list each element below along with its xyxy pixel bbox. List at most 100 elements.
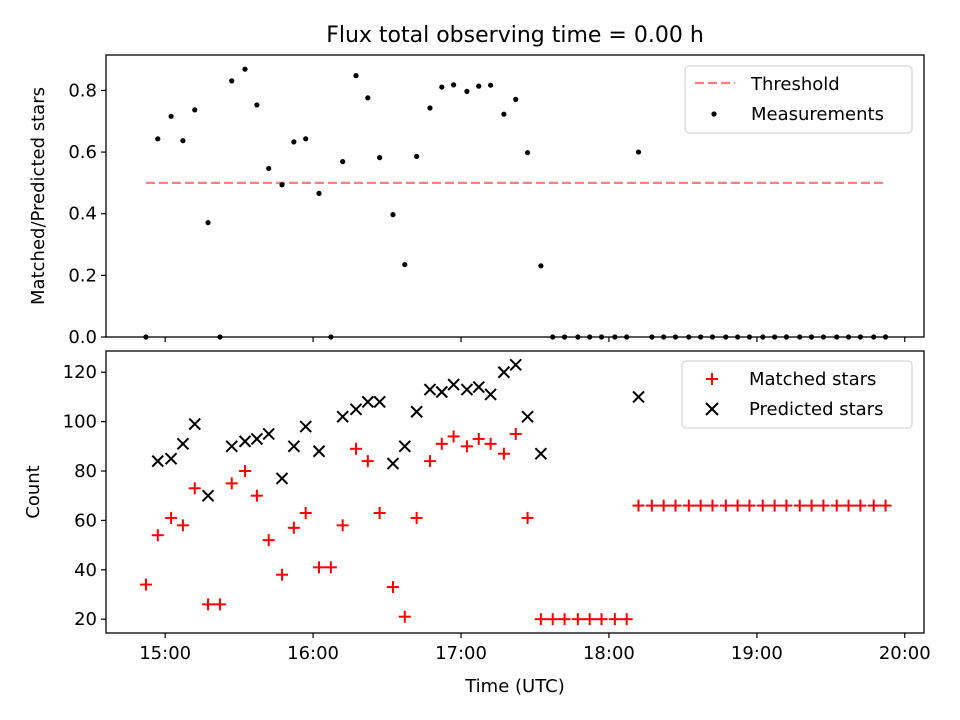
matched-star-point — [595, 613, 608, 626]
top-y-tick-label: 0.4 — [68, 204, 97, 225]
matched-star-point — [867, 499, 880, 512]
top-y-tick-label: 0.2 — [68, 265, 97, 286]
predicted-star-point — [250, 432, 264, 446]
matched-star-point — [509, 427, 522, 440]
legend-matched-label: Matched stars — [749, 369, 876, 390]
predicted-star-point — [238, 435, 252, 448]
bottom-legend: Matched stars Predicted stars — [681, 360, 913, 429]
matched-star-point — [657, 499, 670, 512]
predicted-star-point — [484, 388, 497, 401]
predicted-star-point — [201, 489, 215, 502]
predicted-star-point — [349, 403, 363, 416]
matched-star-point — [521, 511, 534, 524]
measurement-point — [439, 84, 445, 90]
matched-star-point — [188, 482, 201, 495]
matched-star-point — [719, 499, 732, 512]
measurement-points — [143, 66, 889, 340]
legend-measurements-label: Measurements — [751, 104, 884, 125]
measurement-point — [242, 66, 248, 72]
bottom-y-tick-label: 80 — [74, 461, 97, 482]
bottom-legend-box — [681, 360, 913, 429]
matched-star-point — [879, 499, 892, 512]
legend-measurements-swatch — [711, 111, 717, 117]
predicted-star-point — [386, 457, 400, 470]
matched-star-point — [276, 568, 289, 581]
matched-star-point — [262, 534, 275, 547]
predicted-star-point — [460, 383, 474, 396]
matched-star-point — [349, 442, 362, 455]
measurement-point — [316, 190, 322, 196]
predicted-star-point — [361, 395, 375, 409]
bottom-y-tick-label: 120 — [63, 362, 97, 383]
matched-star-point — [830, 499, 843, 512]
matched-star-point — [817, 499, 830, 512]
measurement-point — [192, 107, 198, 113]
matched-star-point — [410, 511, 423, 524]
predicted-star-point — [447, 378, 460, 391]
predicted-star-point — [497, 366, 511, 379]
measurement-point — [635, 149, 642, 155]
matched-star-point — [534, 613, 547, 626]
bottom-x-tick-label: 19:00 — [731, 643, 783, 664]
matched-star-point — [484, 437, 497, 450]
bottom-x-tick-label: 15:00 — [139, 643, 191, 664]
bottom-x-tick-label: 16:00 — [287, 643, 339, 664]
measurement-point — [501, 111, 507, 117]
measurement-point — [303, 136, 309, 142]
top-y-tick-label: 0.0 — [68, 327, 97, 348]
bottom-y-tick-label: 40 — [74, 560, 97, 581]
bottom-x-tick-label: 18:00 — [583, 643, 635, 664]
predicted-star-point — [509, 358, 522, 372]
matched-star-point — [583, 613, 596, 626]
measurement-point — [266, 165, 272, 172]
matched-star-point — [743, 499, 756, 512]
predicted-stars-points — [151, 358, 645, 502]
matched-star-point — [645, 499, 658, 512]
measurement-point — [340, 159, 346, 165]
matched-star-point — [669, 499, 682, 512]
top-y-ticks: 0.0 0.2 0.4 0.6 0.8 — [68, 80, 106, 348]
matched-star-point — [165, 511, 178, 524]
predicted-star-point — [435, 385, 448, 399]
measurement-point — [279, 182, 285, 188]
legend-threshold-label: Threshold — [750, 74, 840, 95]
predicted-star-point — [472, 380, 485, 394]
matched-star-point — [472, 432, 485, 445]
predicted-star-point — [373, 395, 386, 409]
measurement-point — [390, 212, 396, 218]
predicted-star-point — [225, 440, 238, 453]
matched-star-point — [398, 610, 411, 623]
predicted-star-point — [410, 405, 423, 418]
measurement-point — [464, 88, 470, 94]
top-y-axis-label: Matched/Predicted stars — [28, 87, 49, 305]
matched-star-point — [756, 499, 769, 512]
matched-star-point — [373, 506, 386, 519]
matched-star-point — [497, 447, 510, 460]
bottom-x-ticks: 15:00 16:00 17:00 18:00 19:00 20:00 — [139, 633, 931, 664]
measurement-point — [155, 136, 161, 142]
matched-star-point — [176, 519, 189, 532]
matched-star-point — [460, 440, 473, 453]
predicted-star-point — [287, 440, 301, 453]
predicted-star-point — [275, 472, 289, 485]
top-legend: Threshold Measurements — [684, 65, 913, 134]
matched-star-point — [239, 465, 252, 478]
measurement-point — [427, 105, 433, 111]
top-y-tick-label: 0.6 — [68, 142, 97, 163]
matched-star-point — [336, 519, 349, 532]
matched-star-point — [447, 430, 460, 443]
measurement-point — [414, 153, 420, 159]
matched-star-point — [299, 506, 312, 519]
measurement-point — [291, 139, 297, 145]
legend-matched-swatch — [706, 373, 718, 385]
matched-star-point — [793, 499, 806, 512]
predicted-star-point — [262, 427, 275, 441]
matched-star-point — [313, 561, 326, 574]
matched-star-point — [213, 598, 226, 611]
predicted-star-point — [632, 390, 645, 404]
predicted-star-point — [188, 417, 201, 431]
top-y-tick-label: 0.8 — [68, 80, 97, 101]
matched-star-point — [706, 499, 719, 512]
matched-star-point — [546, 613, 559, 626]
